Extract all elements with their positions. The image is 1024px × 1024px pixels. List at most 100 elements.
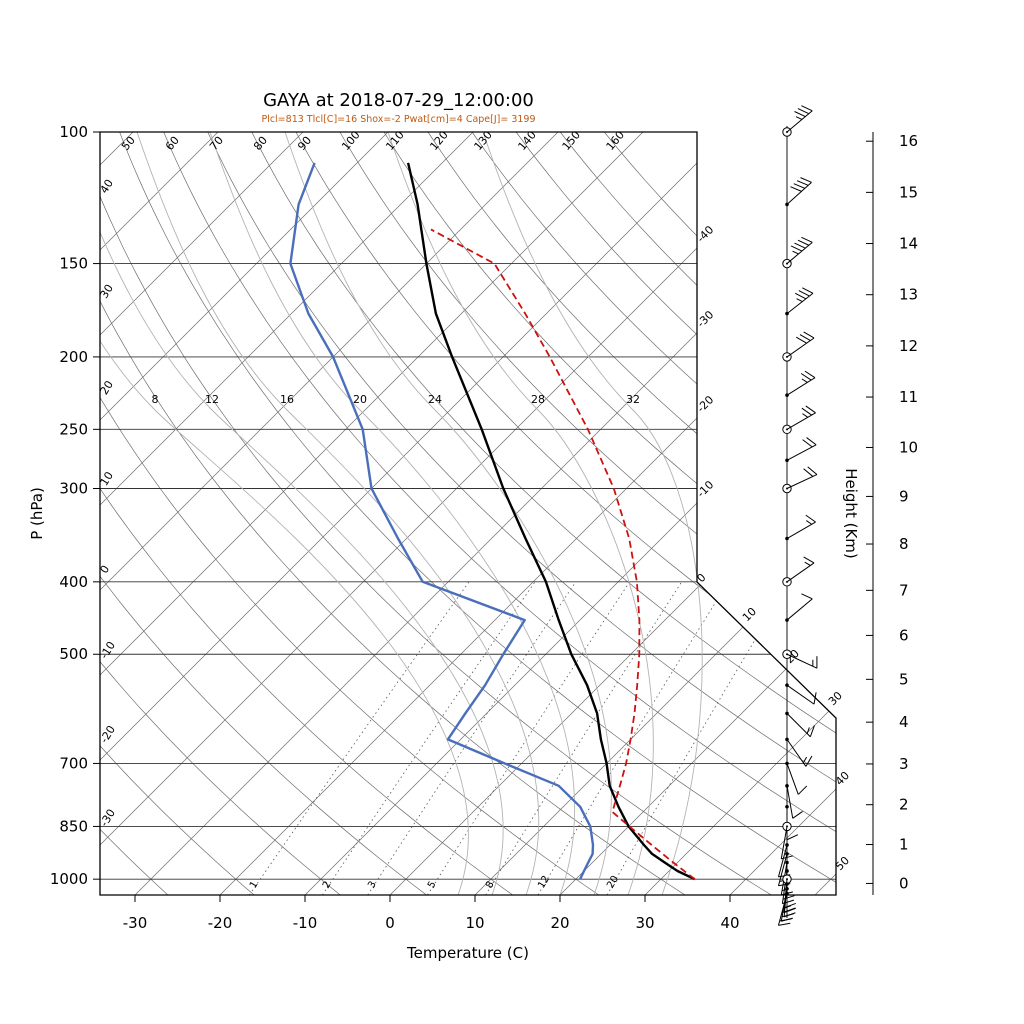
height-tick-label: 15: [899, 183, 918, 201]
temperature-curve: [406, 162, 696, 881]
height-tick-label: 13: [899, 286, 918, 304]
height-tick-label: 11: [899, 388, 918, 406]
wind-barb-staff: [786, 474, 818, 489]
moist-adiabat-label: 28: [531, 393, 545, 406]
wind-barb-tick: [800, 373, 812, 381]
height-tick-label: 10: [899, 438, 918, 456]
wind-barb-tick: [786, 834, 799, 841]
wind-barb-staff: [786, 337, 815, 358]
wind-barb-tick: [803, 468, 814, 477]
isotherm-label: 30: [826, 689, 845, 708]
wind-barb-halftick: [804, 561, 811, 566]
temperature-tick-label: 30: [635, 914, 654, 932]
wind-barb-tick: [796, 180, 809, 186]
wind-level-dot: [785, 458, 789, 463]
mixing-ratio-label: 1: [248, 879, 261, 890]
temperature-tick-label: -30: [123, 914, 148, 932]
wind-barb-staff: [786, 181, 812, 205]
wind-barb-tick: [794, 111, 806, 118]
moist-adiabat-label: 16: [280, 393, 294, 406]
wind-barb-staff: [780, 826, 788, 860]
mixing-ratio-label: 5: [426, 879, 439, 890]
isotherm-label: -20: [694, 393, 716, 415]
wind-barb-staff: [777, 853, 788, 886]
height-tick-label: 3: [899, 755, 909, 773]
wind-barb-tick: [797, 108, 810, 115]
wind-barb-tick: [801, 105, 813, 112]
wind-barb-halftick: [802, 756, 808, 763]
wind-barb-tick: [796, 336, 807, 344]
moist-adiabats: [100, 132, 703, 895]
temperature-tick-label: 0: [385, 914, 395, 932]
dry-adiabat-label: 20: [98, 378, 116, 397]
pressure-tick-label: 200: [59, 348, 88, 366]
wind-barb-halftick: [792, 250, 799, 255]
moist-adiabat-label: 32: [626, 393, 640, 406]
dewpoint-curve: [289, 162, 595, 880]
height-tick-label: 16: [899, 132, 918, 150]
wind-barb-staff: [786, 653, 818, 669]
mixing-ratio-label: 12: [536, 874, 552, 891]
moist-adiabat-label: 20: [353, 393, 367, 406]
wind-barb-tick: [797, 785, 808, 795]
wind-barb-tick: [793, 183, 806, 189]
wind-barb-column: [777, 105, 818, 926]
wind-barb-tick: [805, 514, 816, 523]
wind-barb-tick: [798, 290, 810, 297]
chart-title: GAYA at 2018-07-29_12:00:00: [263, 90, 534, 111]
height-tick-label: 6: [899, 626, 909, 644]
wind-barb-tick: [797, 239, 810, 246]
wind-barb-staff: [786, 412, 816, 430]
wind-barb-staff: [777, 844, 788, 877]
height-tick-label: 5: [899, 670, 909, 688]
height-tick-label: 9: [899, 487, 909, 505]
wind-barb-tick: [804, 370, 816, 379]
pressure-tick-label: 700: [59, 754, 88, 772]
temperature-tick-label: 10: [465, 914, 484, 932]
grid-lines: [100, 132, 836, 895]
wind-barb-tick: [794, 292, 807, 300]
temperature-tick-label: 40: [720, 914, 739, 932]
pressure-tick-label: 300: [59, 479, 88, 497]
pressure-tick-label: 1000: [50, 870, 88, 888]
wind-barb-tick: [813, 692, 817, 705]
moist-adiabat-label: 12: [205, 393, 219, 406]
pressure-tick-label: 150: [59, 255, 88, 273]
wind-barb-halftick: [806, 727, 810, 734]
wind-barb-tick: [805, 405, 816, 414]
dry-adiabat-label: 30: [98, 282, 116, 301]
wind-barb-staff: [786, 598, 813, 621]
dry-adiabat-label: 10: [98, 469, 116, 488]
isotherm-label: -30: [694, 308, 716, 330]
wind-barb-tick: [805, 755, 813, 767]
wind-barb-tick: [799, 334, 811, 342]
dry-adiabat-label: 40: [98, 177, 116, 196]
chart-subtitle: Plcl=813 Tlcl[C]=16 Shox=-2 Pwat[cm]=4 C…: [261, 114, 536, 125]
wind-barb-staff: [786, 713, 811, 738]
pressure-axis-title: P (hPa): [28, 487, 46, 540]
wind-barb-halftick: [782, 910, 790, 913]
wind-barb-staff: [786, 785, 794, 819]
height-tick-label: 4: [899, 713, 909, 731]
wind-barb-halftick: [806, 520, 812, 525]
wind-barb-tick: [801, 236, 813, 243]
wind-barb-staff: [786, 110, 813, 133]
wind-barb-tick: [792, 811, 803, 819]
wind-barb-staff: [786, 763, 799, 795]
wind-barb-halftick: [784, 905, 792, 909]
height-tick-label: 7: [899, 581, 909, 599]
wind-barb-tick: [807, 466, 818, 475]
isotherm-label: 10: [740, 605, 759, 624]
isotherm-label: -10: [694, 478, 716, 500]
moist-adiabat-label: 8: [152, 393, 159, 406]
mixing-ratio-label: 20: [605, 874, 621, 891]
temperature-axis-title: Temperature (C): [406, 944, 529, 962]
mixing-ratio-label: 2: [321, 879, 334, 890]
height-axis-title: Height (Km): [842, 468, 860, 559]
wind-barb-staff: [786, 377, 816, 396]
wind-barb-staff: [786, 562, 815, 583]
